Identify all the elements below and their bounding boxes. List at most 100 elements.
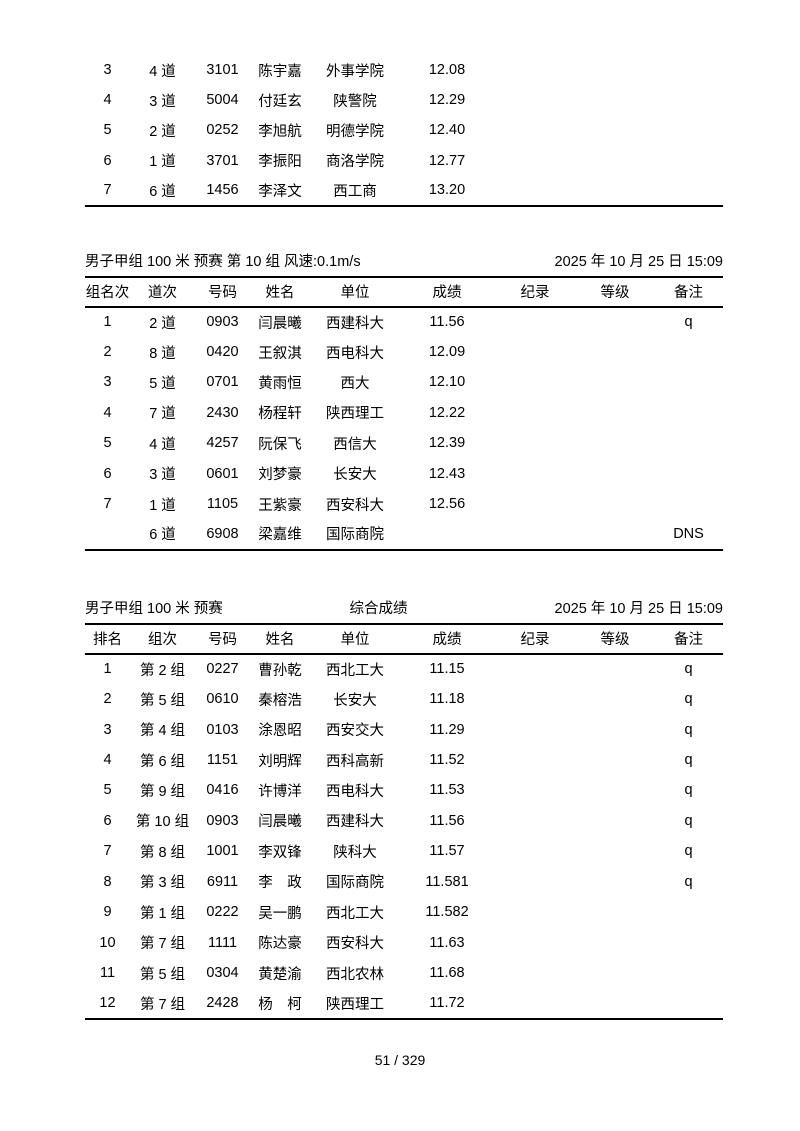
table-cell: 西建科大: [326, 315, 384, 332]
table-cell: 明德学院: [326, 123, 384, 140]
table-cell: 2 道: [149, 315, 176, 332]
table-cell: 黄楚渝: [258, 966, 302, 983]
table-cell: 7 道: [149, 406, 176, 423]
table-row: 3 第 4 组 0103 涂恩昭 西安交大 11.29 q: [85, 714, 723, 744]
table-row: 5 第 9 组 0416 许博洋 西电科大 11.53 q: [85, 775, 723, 805]
table-cell: 12.29: [428, 92, 466, 109]
table-cell: 西工商: [333, 183, 377, 200]
table-cell: 3: [103, 721, 112, 738]
table-row: 1 2 道 0903 闫晨曦 西建科大 11.56 q: [85, 307, 723, 337]
table-cell: 6: [103, 152, 112, 169]
table-row: 3 4 道 3101 陈宇嘉 外事学院 12.08: [85, 55, 723, 85]
table-cell: 11.15: [429, 661, 465, 678]
table-cell: 11.63: [429, 934, 465, 951]
table-row: 9 第 1 组 0222 吴一鹏 西北工大 11.582: [85, 897, 723, 927]
page-number: 51 / 329: [374, 1052, 426, 1068]
table-cell: 1001: [206, 843, 239, 860]
table-cell: 陈宇嘉: [258, 63, 302, 80]
table-cell: [494, 654, 576, 684]
combined-title-bar: 男子甲组 100 米 预赛 综合成绩 2025 年 10 月 25 日 15:0…: [85, 591, 723, 623]
table-cell: q: [684, 873, 693, 890]
column-header: 成绩: [432, 632, 462, 649]
event-title: 男子甲组 100 米 预赛: [85, 600, 223, 617]
table-row: 6 道 6908 梁嘉维 国际商院 DNS: [85, 519, 723, 549]
table-cell: 0903: [206, 314, 239, 331]
table-cell: [576, 958, 654, 988]
table-cell: [654, 398, 723, 428]
table-cell: [576, 927, 654, 957]
table-cell: 李双锋: [258, 844, 302, 861]
table-row: 7 6 道 1456 李泽文 西工商 13.20: [85, 176, 723, 206]
table-cell: 0416: [206, 782, 239, 799]
column-header: 等级: [600, 632, 630, 649]
table-cell: 刘明辉: [258, 753, 302, 770]
table-cell: 第 7 组: [139, 936, 186, 953]
table-cell: 西电科大: [326, 783, 384, 800]
table-cell: 6908: [206, 525, 239, 542]
table-row: 8 第 3 组 6911 李 政 国际商院 11.581 q: [85, 867, 723, 897]
table-cell: 秦榕浩: [258, 692, 302, 709]
table-cell: [654, 337, 723, 367]
table-row: 5 2 道 0252 李旭航 明德学院 12.40: [85, 115, 723, 145]
table-cell: 0610: [206, 691, 239, 708]
table-cell: 3101: [206, 62, 239, 79]
table-cell: 0252: [206, 122, 239, 139]
table-cell: [654, 115, 723, 145]
table-row: 4 第 6 组 1151 刘明辉 西科高新 11.52 q: [85, 745, 723, 775]
table-cell: 4257: [206, 435, 239, 452]
table-cell: q: [684, 691, 693, 708]
table-cell: 0601: [206, 465, 239, 482]
column-header: 姓名: [265, 285, 295, 302]
table-cell: 西科高新: [326, 753, 384, 770]
table-cell: 12.40: [428, 122, 466, 139]
table-cell: 2430: [206, 404, 239, 421]
table-cell: [576, 55, 654, 85]
table-cell: [494, 897, 576, 927]
table-cell: 西安交大: [326, 723, 384, 740]
table-row: 2 第 5 组 0610 秦榕浩 长安大 11.18 q: [85, 684, 723, 714]
table-cell: 1105: [206, 496, 239, 513]
table-cell: q: [684, 721, 693, 738]
table-cell: 李 政: [258, 875, 302, 892]
table-cell: 6: [103, 812, 112, 829]
table-cell: [576, 458, 654, 488]
header-row: 组名次 道次 号码 姓名 单位 成绩 纪录 等级 备注: [85, 277, 723, 307]
table-cell: [576, 775, 654, 805]
table-cell: 第 1 组: [139, 905, 186, 922]
table-cell: 外事学院: [326, 63, 384, 80]
table-cell: DNS: [673, 525, 704, 542]
table-cell: [654, 428, 723, 458]
section-combined-results: 男子甲组 100 米 预赛 综合成绩 2025 年 10 月 25 日 15:0…: [85, 591, 723, 1020]
table-cell: [494, 55, 576, 85]
table-cell: 陕西理工: [326, 996, 384, 1013]
table-cell: [85, 519, 130, 549]
table-cell: 第 7 组: [139, 996, 186, 1013]
table-cell: [576, 85, 654, 115]
table-cell: [576, 654, 654, 684]
table-cell: 1151: [206, 752, 239, 769]
table-cell: 11.581: [425, 873, 469, 890]
table-cell: 12.22: [428, 404, 466, 421]
table-cell: 1: [103, 314, 112, 331]
table-cell: [494, 146, 576, 176]
table-cell: [494, 836, 576, 866]
table-cell: 第 2 组: [139, 662, 186, 679]
column-header: 组次: [148, 632, 177, 649]
table-cell: [576, 684, 654, 714]
table-cell: [494, 176, 576, 206]
table-cell: 5: [103, 782, 112, 799]
table-cell: 西北工大: [326, 905, 384, 922]
table-cell: [654, 176, 723, 206]
table-row: 1 第 2 组 0227 曹孙乾 西北工大 11.15 q: [85, 654, 723, 684]
table-cell: [494, 775, 576, 805]
table-cell: 长安大: [333, 692, 377, 709]
table-cell: [654, 927, 723, 957]
table-cell: 6 道: [149, 527, 176, 544]
table-cell: 第 3 组: [139, 875, 186, 892]
table-cell: 11.29: [429, 721, 465, 738]
table-cell: [494, 428, 576, 458]
table-row: 6 1 道 3701 李振阳 商洛学院 12.77: [85, 146, 723, 176]
table-cell: 西电科大: [326, 345, 384, 362]
table-cell: 西安科大: [326, 497, 384, 514]
